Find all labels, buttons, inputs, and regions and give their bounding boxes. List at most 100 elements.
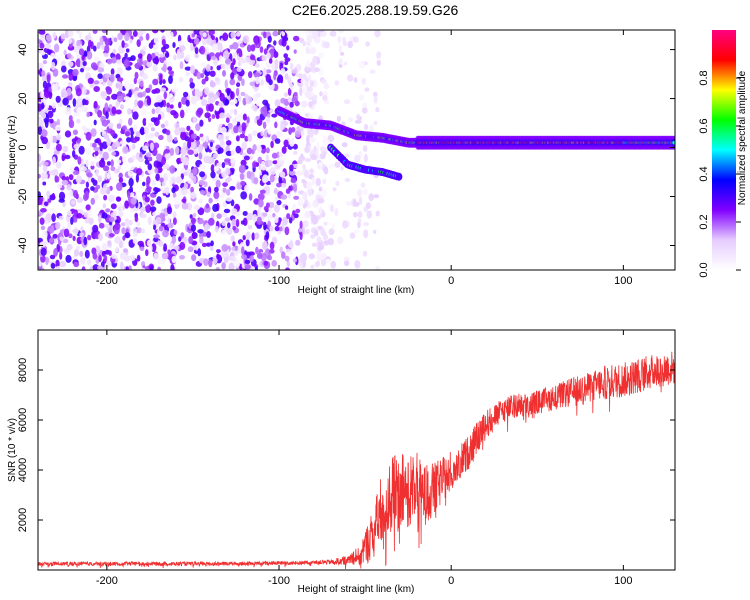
spectrogram-cell bbox=[318, 67, 324, 76]
spectrogram-cell bbox=[359, 94, 364, 101]
spectrogram-cell bbox=[320, 227, 326, 236]
spectrogram-cell bbox=[236, 82, 241, 87]
spectrogram-cell bbox=[285, 267, 290, 270]
spectrogram-y-axis-label: Frequency (Hz) bbox=[7, 116, 18, 185]
spectrogram-cell bbox=[272, 160, 279, 165]
spectrogram-cell bbox=[170, 31, 174, 39]
spectrogram-cell bbox=[357, 218, 362, 223]
spectrogram-cell bbox=[152, 78, 159, 86]
spectrogram-cell bbox=[315, 177, 321, 187]
spectrogram-cell bbox=[155, 216, 162, 224]
spectrogram-cell bbox=[289, 170, 296, 176]
spectrogram-cell bbox=[224, 64, 231, 70]
spectrogram-cell bbox=[265, 231, 270, 240]
spectrogram-cell bbox=[222, 182, 229, 188]
spectrogram-cell bbox=[85, 204, 91, 211]
spectrogram-cell bbox=[373, 95, 378, 104]
spectrogram-cell bbox=[141, 30, 146, 34]
spectrogram-cell bbox=[73, 170, 80, 175]
spectrogram-cell bbox=[151, 179, 157, 186]
spectrogram-cell bbox=[237, 125, 243, 133]
spectrogram-cell bbox=[93, 80, 100, 85]
spectrogram-cell bbox=[231, 208, 238, 216]
spectrogram-cell bbox=[38, 103, 43, 112]
spectrogram-cell bbox=[102, 203, 107, 209]
spectrogram-cell bbox=[280, 123, 286, 130]
spectrogram-cell bbox=[72, 129, 78, 136]
spectrogram-cell bbox=[324, 139, 330, 146]
spectrogram-cell bbox=[118, 82, 123, 92]
spectrogram-cell bbox=[221, 162, 226, 169]
spectrogram-cell bbox=[59, 236, 65, 242]
spectrogram-cell bbox=[310, 264, 315, 269]
spectrogram-cell bbox=[93, 86, 100, 92]
spectrogram-cell bbox=[153, 36, 161, 45]
spectrogram-cell bbox=[287, 87, 292, 96]
spectrogram-cell bbox=[103, 133, 109, 140]
spectrogram-cell bbox=[147, 216, 152, 226]
spectrogram-cell bbox=[334, 208, 339, 217]
spectrogram-cell bbox=[140, 213, 147, 219]
spectrogram-cell bbox=[181, 198, 187, 203]
spectrogram-cell bbox=[45, 104, 50, 109]
spectrogram-cell bbox=[220, 126, 227, 134]
spectrogram-cell bbox=[299, 231, 303, 241]
spectrogram-cell bbox=[90, 165, 95, 170]
spectrogram-cell bbox=[242, 211, 248, 216]
spectrogram-cell bbox=[314, 229, 319, 237]
spectrogram-cell bbox=[173, 229, 178, 235]
spectrogram-cell bbox=[226, 189, 231, 196]
spectrogram-cell bbox=[145, 87, 151, 94]
spectrogram-cell bbox=[190, 224, 196, 232]
spectrogram-cell bbox=[216, 65, 221, 71]
spectrogram-cell bbox=[209, 81, 216, 88]
spectrogram-cell bbox=[273, 204, 280, 213]
spectrogram-cell bbox=[49, 135, 53, 143]
spectrogram-cell bbox=[111, 93, 118, 100]
spectrogram-cell bbox=[314, 261, 320, 268]
spectrogram-cell bbox=[164, 120, 169, 128]
spectrogram-cell bbox=[279, 171, 286, 178]
spectrogram-cell bbox=[160, 123, 166, 129]
spectrogram-cell bbox=[164, 186, 170, 196]
spectrogram-cell bbox=[120, 104, 124, 110]
spectrogram-cell bbox=[227, 123, 233, 130]
spectrogram-cell bbox=[305, 228, 310, 235]
spectrogram-cell bbox=[97, 109, 103, 118]
spectrogram-cell bbox=[294, 130, 302, 138]
spectrogram-cell bbox=[81, 266, 86, 270]
spectrogram-cell bbox=[286, 251, 293, 256]
spectrogram-cell bbox=[188, 236, 194, 245]
spectrogram-cell bbox=[278, 151, 283, 158]
spectrogram-cell bbox=[328, 163, 336, 169]
spectrogram-cell bbox=[208, 103, 214, 112]
spectrogram-cell bbox=[323, 221, 328, 226]
spectrogram-cell bbox=[135, 173, 139, 183]
spectrogram-cell bbox=[148, 156, 153, 162]
spectrogram-cell bbox=[208, 92, 215, 98]
spectrogram-cell bbox=[193, 245, 197, 250]
spectrogram-cell bbox=[187, 246, 194, 253]
spectrogram-cell bbox=[103, 194, 108, 201]
spectrogram-cell bbox=[342, 40, 348, 47]
spectrogram-cell bbox=[240, 91, 246, 97]
spectrogram-cell bbox=[252, 144, 257, 152]
spectrogram-cell bbox=[267, 159, 273, 167]
spectrogram-x-tick-label: 0 bbox=[448, 275, 454, 287]
spectrogram-cell bbox=[78, 48, 85, 56]
spectrogram-cell bbox=[72, 68, 79, 77]
spectrogram-cell bbox=[128, 265, 132, 270]
spectrogram-cell bbox=[138, 157, 144, 163]
spectrogram-cell bbox=[68, 72, 74, 81]
spectrogram-cell bbox=[269, 225, 274, 232]
spectrogram-cell bbox=[231, 246, 236, 251]
spectrogram-cell bbox=[177, 40, 185, 46]
spectrogram-cell bbox=[111, 151, 117, 156]
spectrogram-cell bbox=[162, 63, 167, 73]
spectrogram-cell bbox=[306, 86, 313, 93]
spectrogram-cell bbox=[104, 44, 110, 54]
spectrogram-cell bbox=[257, 156, 263, 164]
spectrogram-cell bbox=[244, 184, 249, 193]
spectrogram-cell bbox=[257, 193, 265, 201]
